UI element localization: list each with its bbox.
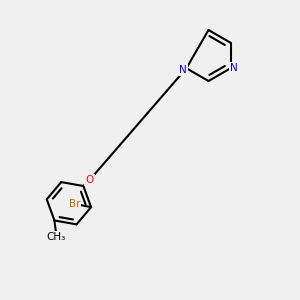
Text: N: N bbox=[179, 65, 187, 75]
Text: O: O bbox=[85, 175, 94, 185]
Text: CH₃: CH₃ bbox=[46, 232, 66, 242]
Text: Br: Br bbox=[69, 199, 80, 209]
Text: N: N bbox=[230, 63, 238, 73]
